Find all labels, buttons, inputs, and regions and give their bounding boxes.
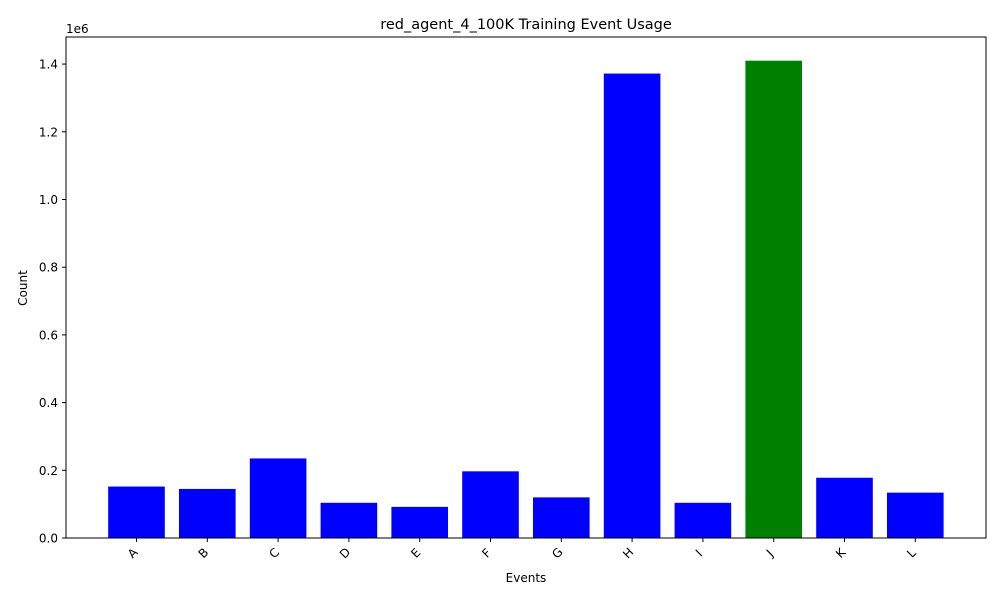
bar-B bbox=[179, 488, 236, 538]
y-tick-label-3: 0.6 bbox=[39, 328, 58, 342]
y-axis-label: Count bbox=[16, 270, 30, 306]
bar-J bbox=[745, 60, 802, 538]
bar-L bbox=[887, 492, 944, 538]
bar-K bbox=[816, 477, 873, 538]
bar-F bbox=[462, 471, 519, 538]
y-tick-label-0: 0.0 bbox=[39, 532, 58, 546]
y-tick-label-1: 0.2 bbox=[39, 464, 58, 478]
bar-C bbox=[249, 458, 307, 538]
bar-A bbox=[108, 486, 165, 538]
y-offset-label: 1e6 bbox=[66, 22, 89, 36]
bars-layer bbox=[108, 60, 944, 538]
y-tick-label-7: 1.4 bbox=[39, 58, 58, 72]
y-tick-label-6: 1.2 bbox=[39, 125, 58, 139]
y-tick-label-4: 0.8 bbox=[39, 261, 58, 275]
bar-I bbox=[674, 502, 732, 538]
bar-D bbox=[320, 502, 378, 538]
y-tick-label-2: 0.4 bbox=[39, 396, 58, 410]
x-axis-label: Events bbox=[506, 571, 547, 585]
y-tick-label-5: 1.0 bbox=[39, 193, 58, 207]
bar-G bbox=[533, 497, 590, 538]
y-axis: 0.0 0.2 0.4 0.6 0.8 1.0 1.2 1.4 bbox=[39, 58, 66, 546]
bar-E bbox=[391, 506, 448, 538]
chart-title: red_agent_4_100K Training Event Usage bbox=[380, 17, 672, 33]
bar-H bbox=[603, 73, 661, 538]
plot-frame bbox=[65, 36, 987, 539]
